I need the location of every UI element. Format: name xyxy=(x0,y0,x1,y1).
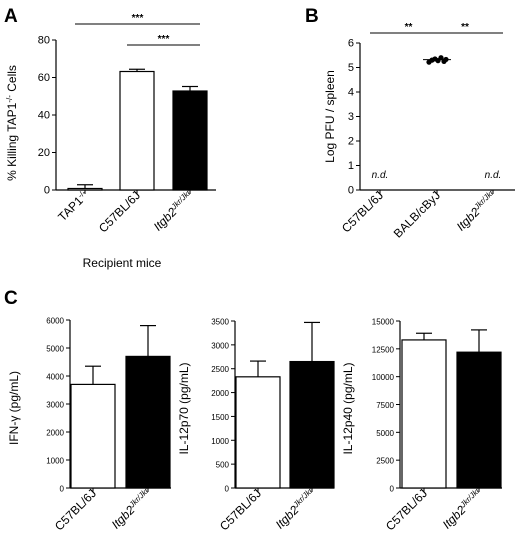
c3-y-tick-label: 0 xyxy=(390,485,395,494)
a-significance-label: *** xyxy=(158,34,170,45)
a-y-tick-label: 80 xyxy=(38,35,50,47)
a-y-tick-label: 40 xyxy=(38,110,50,122)
b-y-tick-label: 1 xyxy=(348,160,354,172)
a-significance-label: *** xyxy=(132,13,144,24)
a-y-tick-label: 0 xyxy=(44,185,50,197)
c3-y-tick-label: 2500 xyxy=(376,457,394,466)
b-data-point xyxy=(438,55,444,61)
b-not-detected-label: n.d. xyxy=(485,170,502,181)
c3-category-label: Itgb2Jkr/Jkr xyxy=(439,486,485,532)
a-bar xyxy=(119,70,155,191)
c1-y-axis-label-text: IFN-γ (pg/mL) xyxy=(7,371,21,445)
c1-y-tick-label: 0 xyxy=(60,485,65,494)
c2-bar xyxy=(235,376,281,489)
c1-y-tick-label: 1000 xyxy=(46,457,64,466)
b-y-tick-label: 0 xyxy=(348,185,354,197)
a-y-tick-label: 20 xyxy=(38,147,50,159)
c3-y-tick-label: 12500 xyxy=(372,345,395,354)
c2-y-tick-label: 500 xyxy=(216,461,230,470)
a-y-axis-label: % Killing TAP1-/- Cells xyxy=(5,65,20,181)
b-y-tick-label: 2 xyxy=(348,136,354,148)
chart-pfu: 0 1 2 3 4 5 6 C57BL/6J BALB/cByJ Itgb2Jkr/Jkr ** **… xyxy=(323,22,515,241)
a-category-label-superscript: Jkr/Jkr xyxy=(168,188,192,212)
c1-y-tick-label: 5000 xyxy=(46,345,64,354)
panel-letter-b: B xyxy=(305,6,319,27)
c3-bar xyxy=(456,351,502,489)
c2-y-axis-label-text: IL-12p70 (pg/mL) xyxy=(177,362,191,454)
c1-y-tick-label: 2000 xyxy=(46,429,64,438)
c1-y-axis-label: IFN-γ (pg/mL) xyxy=(7,371,21,445)
c2-y-tick-label: 2500 xyxy=(211,365,229,374)
a-category-label: C57BL/6J xyxy=(96,188,143,235)
b-y-axis-label-text: Log PFU / spleen xyxy=(323,70,337,163)
c3-y-tick-label: 10000 xyxy=(372,373,395,382)
b-category-label: BALB/cByJ xyxy=(391,188,443,240)
b-y-tick-label: 3 xyxy=(348,111,354,123)
c3-bar xyxy=(401,339,447,489)
chart-killing: 0 20 40 60 80 TAP1-/- C57BL/6J Itgb2Jkr/Jkr *** *… xyxy=(5,13,216,270)
a-category-label-superscript: -/- xyxy=(76,188,88,200)
c2-category-label-superscript: Jkr/Jkr xyxy=(290,486,314,510)
a-y-axis-label-text: % Killing TAP1 xyxy=(5,102,19,181)
panel-letter-c: C xyxy=(4,288,18,309)
c2-y-axis-label: IL-12p70 (pg/mL) xyxy=(177,362,191,454)
c3-category-label-superscript: Jkr/Jkr xyxy=(457,486,481,510)
c1-bar xyxy=(70,383,116,489)
c3-y-axis-label: IL-12p40 (pg/mL) xyxy=(341,362,355,454)
b-category-label: Itgb2Jkr/Jkr xyxy=(453,188,499,234)
b-y-tick-label: 4 xyxy=(348,87,354,99)
c2-y-tick-label: 2000 xyxy=(211,389,229,398)
a-category-label-text: C57BL/6J xyxy=(96,188,143,235)
b-category-label-text: BALB/cByJ xyxy=(391,188,443,240)
c1-category-label: Itgb2Jkr/Jkr xyxy=(108,486,154,532)
c1-y-tick-label: 4000 xyxy=(46,373,64,382)
a-category-label: Itgb2Jkr/Jkr xyxy=(150,188,196,234)
c3-y-axis-label-text: IL-12p40 (pg/mL) xyxy=(341,362,355,454)
a-y-axis-label-superscript: -/- xyxy=(5,95,14,103)
b-category-label-text: C57BL/6J xyxy=(339,188,386,235)
b-y-tick-label: 5 xyxy=(348,62,354,74)
a-bar xyxy=(172,90,208,191)
c1-category-label-superscript: Jkr/Jkr xyxy=(126,486,150,510)
c1-y-tick-label: 3000 xyxy=(46,401,64,410)
a-category-label: TAP1-/- xyxy=(55,188,91,224)
c3-y-tick-label: 7500 xyxy=(376,401,394,410)
c2-y-tick-label: 1000 xyxy=(211,437,229,446)
a-y-axis-label-suffix: Cells xyxy=(5,65,19,95)
c1-bar xyxy=(125,355,171,489)
c2-bar xyxy=(289,360,335,489)
c1-y-tick-label: 6000 xyxy=(46,317,64,326)
a-x-axis-label: Recipient mice xyxy=(83,256,162,270)
b-category-label-superscript: Jkr/Jkr xyxy=(471,188,495,212)
b-y-axis-label: Log PFU / spleen xyxy=(323,70,337,163)
b-significance-label: ** xyxy=(461,22,469,33)
c2-y-tick-label: 1500 xyxy=(211,413,229,422)
panel-letter-a: A xyxy=(4,6,18,27)
b-category-label: C57BL/6J xyxy=(339,188,386,235)
b-y-tick-label: 6 xyxy=(348,38,354,50)
c3-y-tick-label: 15000 xyxy=(372,318,395,327)
b-significance-label: ** xyxy=(405,22,413,33)
c2-y-tick-label: 3500 xyxy=(211,318,229,327)
a-bar xyxy=(67,187,103,191)
c2-category-label: Itgb2Jkr/Jkr xyxy=(272,486,318,532)
c2-y-tick-label: 3000 xyxy=(211,341,229,350)
a-y-tick-label: 60 xyxy=(38,72,50,84)
c3-y-tick-label: 5000 xyxy=(376,429,394,438)
b-not-detected-label: n.d. xyxy=(372,170,389,181)
c2-y-tick-label: 0 xyxy=(225,485,230,494)
